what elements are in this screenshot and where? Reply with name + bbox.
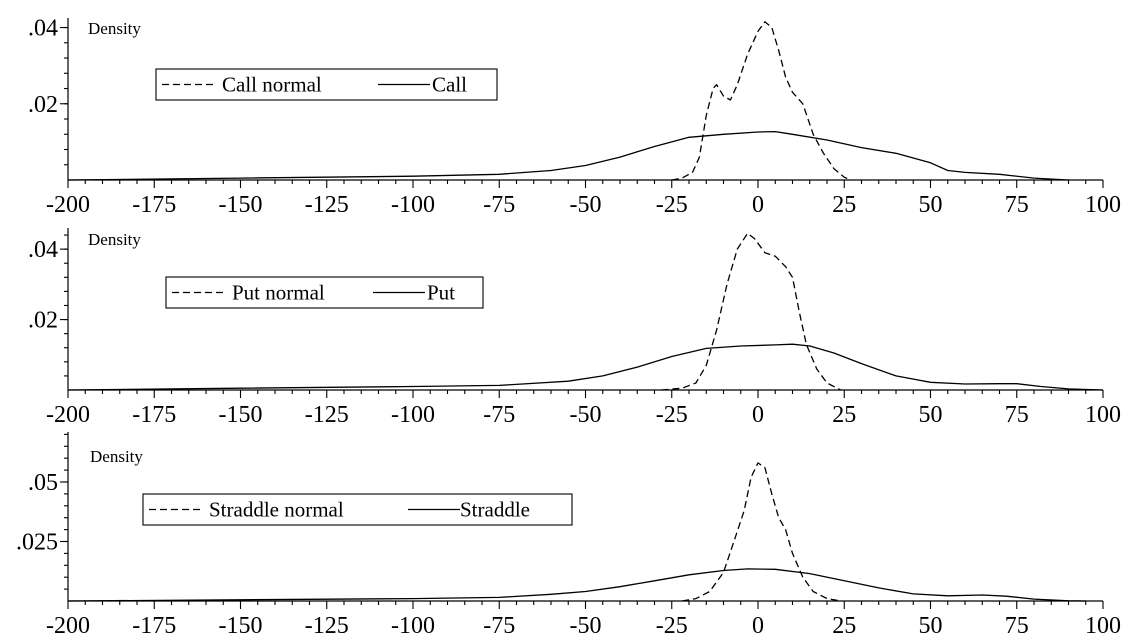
legend-label: Call normal [222,73,322,97]
x-tick-label: -200 [46,192,90,218]
x-tick-label: -125 [305,613,349,639]
x-tick-label: 75 [1005,613,1029,639]
x-tick-label: -25 [656,402,688,428]
x-tick-label: -200 [46,402,90,428]
x-tick-label: -25 [656,613,688,639]
y-axis-title: Density [88,19,141,38]
legend: Put normal Put [166,277,483,308]
legend: Straddle normal Straddle [143,494,572,525]
x-tick-label: -125 [305,402,349,428]
chart-panel-1: -200 -175 -150 -125 -100 -75 -50 -25 0 25 50 75 100.… [28,16,1121,218]
call-normal-line [672,22,851,180]
x-tick-label: -75 [483,402,515,428]
y-tick-label: .04 [28,237,58,263]
x-tick-label: 100 [1085,402,1121,428]
x-tick-label: -100 [391,192,435,218]
straddle-normal-line [682,463,841,601]
y-tick-label: .025 [16,529,58,555]
x-tick-label: -125 [305,192,349,218]
x-tick-label: -75 [483,613,515,639]
y-tick-label: .04 [28,16,58,42]
x-tick-label: 0 [752,402,764,428]
x-tick-label: -150 [219,192,263,218]
legend-label: Put [427,281,455,305]
x-tick-label: 50 [919,613,943,639]
y-axis-title: Density [90,447,143,466]
x-tick-label: 75 [1005,192,1029,218]
x-tick-label: 0 [752,192,764,218]
call-line [68,132,1069,180]
x-tick-label: -175 [132,192,176,218]
chart-panel-3: -200 -175 -150 -125 -100 -75 -50 -25 0 25 50 75 100.… [16,432,1121,639]
x-tick-label: -50 [570,402,602,428]
chart-panel-2: -200 -175 -150 -125 -100 -75 -50 -25 0 25 50 75 100.… [28,228,1121,428]
x-tick-label: 50 [919,402,943,428]
x-tick-label: 0 [752,613,764,639]
legend-label: Put normal [232,281,325,305]
x-tick-label: 100 [1085,613,1121,639]
x-tick-label: 25 [832,402,856,428]
put-normal-line [661,233,840,390]
x-tick-label: 75 [1005,402,1029,428]
x-tick-label: -100 [391,613,435,639]
x-tick-label: -150 [219,402,263,428]
x-tick-label: -200 [46,613,90,639]
x-tick-label: 25 [832,613,856,639]
x-tick-label: -50 [570,192,602,218]
x-tick-label: -50 [570,613,602,639]
y-axis-title: Density [88,230,141,249]
x-tick-label: -175 [132,613,176,639]
x-tick-label: -100 [391,402,435,428]
x-tick-label: 25 [832,192,856,218]
x-tick-label: 100 [1085,192,1121,218]
legend-label: Straddle [460,498,530,522]
x-tick-label: -25 [656,192,688,218]
legend-label: Straddle normal [209,498,344,522]
y-tick-label: .02 [28,308,58,334]
put-line [68,344,1103,390]
legend: Call normal Call [156,69,497,100]
straddle-line [68,569,1086,601]
x-tick-label: -175 [132,402,176,428]
legend-label: Call [432,73,467,97]
y-tick-label: .05 [28,470,58,496]
x-tick-label: -75 [483,192,515,218]
x-tick-label: 50 [919,192,943,218]
x-tick-label: -150 [219,613,263,639]
y-tick-label: .02 [28,92,58,118]
